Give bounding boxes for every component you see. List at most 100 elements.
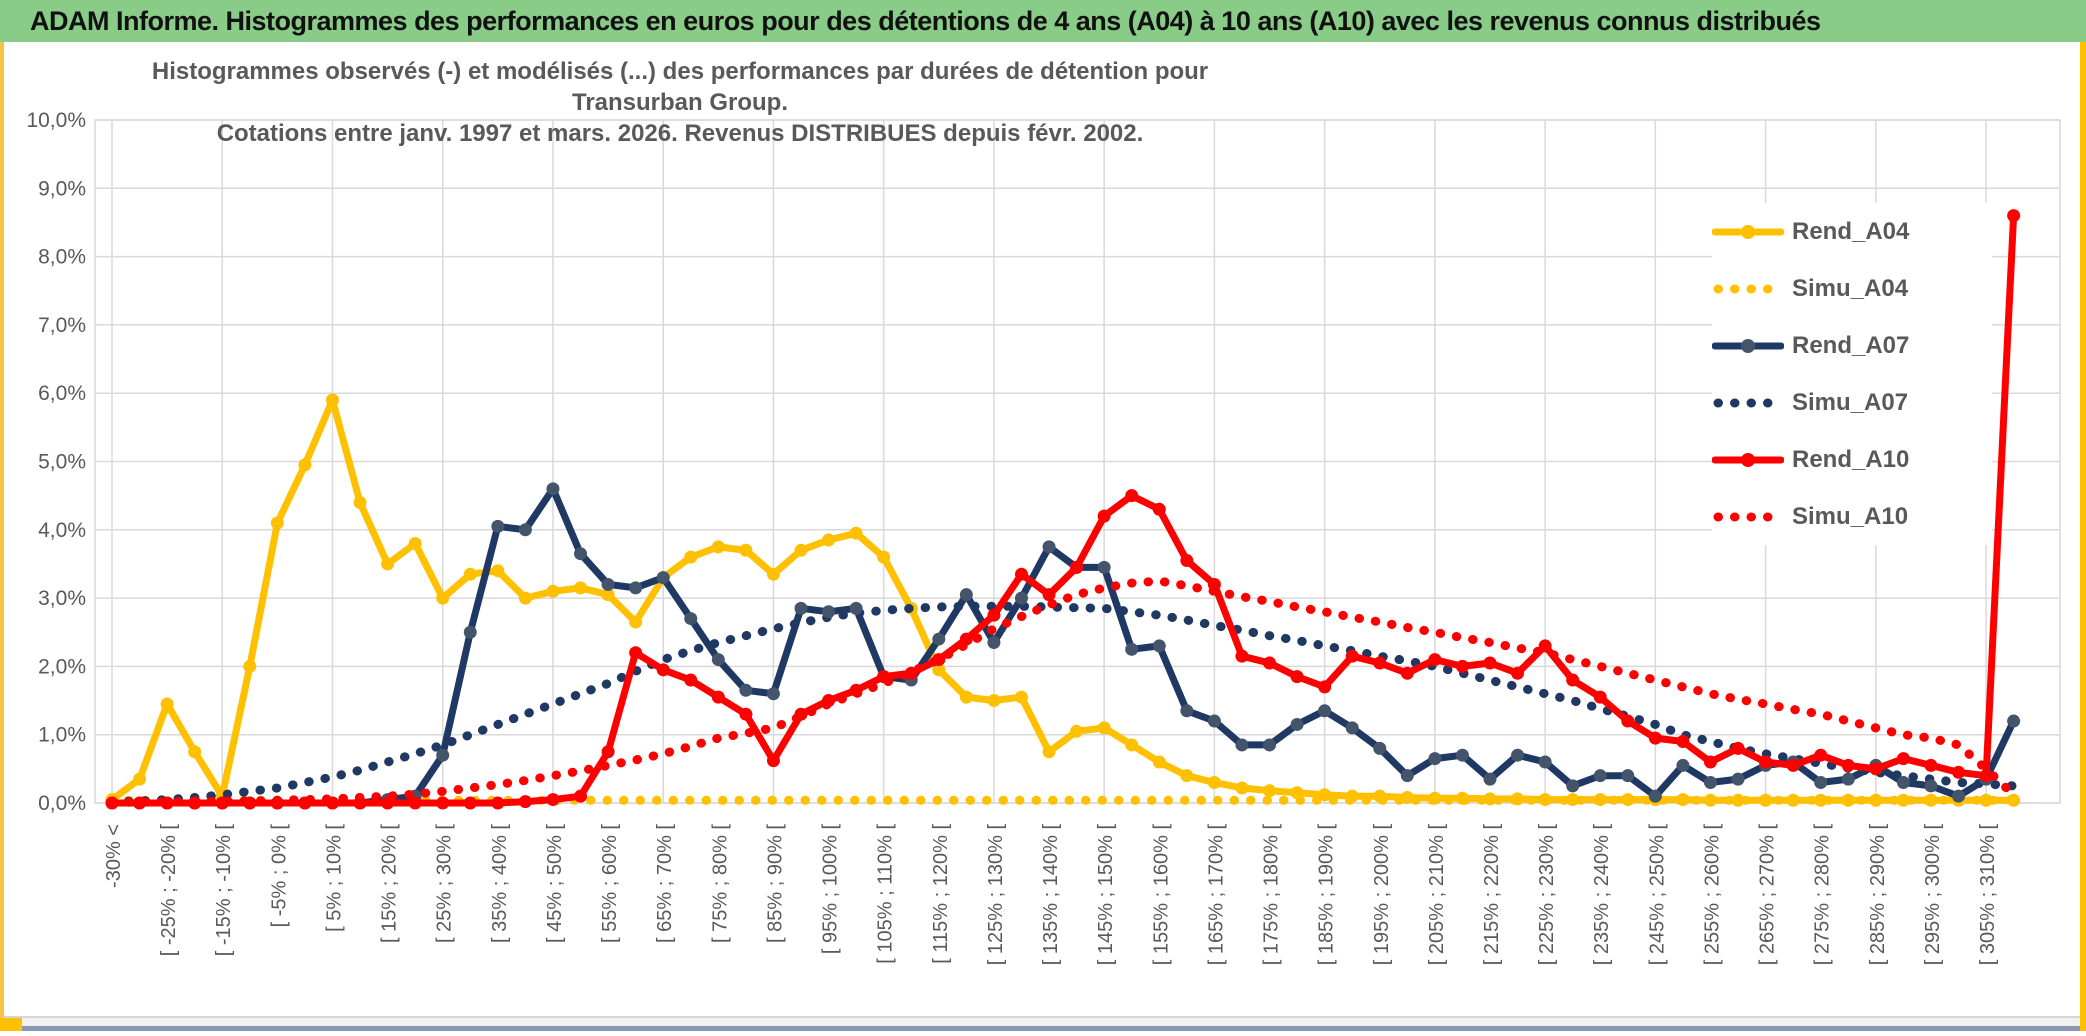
x-tick-label: [ 185% ; 190% [ [1316, 824, 1338, 966]
legend-item-Simu_A10[interactable]: Simu_A10 [1712, 488, 1992, 545]
series-marker-Rend_A10 [1786, 758, 1800, 772]
x-tick-label: [ 195% ; 200% [ [1371, 824, 1393, 966]
legend-item-Rend_A07[interactable]: Rend_A07 [1712, 317, 1992, 374]
x-tick-label: [ 245% ; 250% [ [1646, 824, 1668, 966]
series-marker-Rend_A07 [1318, 704, 1332, 718]
series-marker-Rend_A10 [1538, 639, 1552, 653]
series-marker-Rend_A04 [160, 697, 174, 711]
legend-item-Simu_A04[interactable]: Simu_A04 [1712, 260, 1992, 317]
series-marker-Rend_A10 [2007, 209, 2021, 223]
series-marker-Rend_A10 [1731, 741, 1745, 755]
series-line-Simu_A10 [107, 576, 2019, 807]
x-tick-label: -30% < [103, 824, 125, 888]
y-tick-label: 9,0% [38, 177, 86, 200]
series-marker-Rend_A10 [408, 796, 422, 810]
series-marker-Rend_A10 [1428, 653, 1442, 667]
x-tick-label: [ 235% ; 240% [ [1591, 824, 1613, 966]
series-marker-Rend_A07 [491, 519, 505, 533]
x-tick-label: [ -25% ; -20% [ [158, 824, 180, 957]
series-marker-Rend_A10 [1511, 666, 1525, 680]
legend-item-Simu_A07[interactable]: Simu_A07 [1712, 374, 1992, 431]
window-bottom-edge [0, 1026, 2086, 1031]
series-marker-Rend_A07 [766, 687, 780, 701]
series-marker-Rend_A07 [1428, 752, 1442, 766]
legend-item-Rend_A04[interactable]: Rend_A04 [1712, 203, 1992, 260]
series-marker-Rend_A07 [1400, 769, 1414, 783]
series-marker-Rend_A04 [1786, 793, 1800, 807]
series-marker-Rend_A07 [1814, 776, 1828, 790]
series-marker-Rend_A10 [381, 796, 395, 810]
series-marker-Rend_A07 [1152, 639, 1166, 653]
series-marker-Rend_A10 [1869, 762, 1883, 776]
series-marker-Rend_A04 [270, 516, 284, 530]
series-line-Rend_A10 [108, 212, 2018, 807]
legend-solid-line-icon [1712, 224, 1784, 239]
series-marker-Rend_A04 [188, 745, 202, 759]
series-marker-Rend_A10 [188, 796, 202, 810]
bottom-left-accent [0, 1018, 22, 1031]
series-marker-Rend_A04 [1621, 793, 1635, 807]
series-marker-Rend_A04 [1593, 793, 1607, 807]
series-marker-Rend_A10 [518, 795, 532, 809]
series-marker-Rend_A10 [546, 793, 560, 807]
series-marker-Rend_A10 [1400, 666, 1414, 680]
series-marker-Rend_A10 [1180, 554, 1194, 568]
series-marker-Rend_A07 [1566, 779, 1580, 793]
legend-label: Simu_A10 [1792, 502, 1909, 530]
series-marker-Rend_A04 [381, 557, 395, 571]
series-marker-Rend_A07 [1345, 721, 1359, 735]
series-marker-Rend_A04 [1814, 793, 1828, 807]
x-tick-label: [ 285% ; 290% [ [1867, 824, 1889, 966]
x-tick-label: [ 125% ; 130% [ [985, 824, 1007, 966]
series-marker-Rend_A10 [270, 796, 284, 810]
series-marker-Rend_A10 [243, 796, 257, 810]
x-tick-label: [ 205% ; 210% [ [1426, 824, 1448, 966]
series-marker-Rend_A07 [794, 601, 808, 615]
series-marker-Rend_A04 [298, 458, 312, 472]
legend-label: Simu_A04 [1792, 274, 1909, 302]
legend-dotted-line-icon [1713, 398, 1783, 407]
series-marker-Rend_A10 [711, 690, 725, 704]
series-marker-Rend_A04 [1979, 793, 1993, 807]
series-marker-Rend_A04 [546, 584, 560, 598]
series-marker-Rend_A10 [1979, 769, 1993, 783]
series-marker-Rend_A10 [739, 707, 753, 721]
legend-solid-line-icon [1712, 452, 1784, 467]
series-marker-Rend_A10 [1318, 680, 1332, 694]
series-marker-Rend_A07 [463, 625, 477, 639]
series-marker-Rend_A04 [1896, 793, 1910, 807]
series-marker-Rend_A07 [546, 482, 560, 496]
legend-item-Rend_A10[interactable]: Rend_A10 [1712, 431, 1992, 488]
series-marker-Rend_A07 [1014, 591, 1028, 605]
series-marker-Rend_A07 [1511, 748, 1525, 762]
series-marker-Rend_A04 [1731, 793, 1745, 807]
series-marker-Rend_A07 [684, 612, 698, 626]
right-border-accent [2080, 42, 2086, 1031]
series-marker-Rend_A04 [1180, 769, 1194, 783]
x-tick-label: [ -15% ; -10% [ [213, 824, 235, 957]
series-marker-Rend_A04 [1841, 793, 1855, 807]
series-marker-Rend_A07 [1455, 748, 1469, 762]
series-marker-Rend_A07 [1180, 704, 1194, 718]
series-marker-Rend_A04 [1263, 784, 1277, 798]
series-marker-Rend_A10 [1125, 489, 1139, 503]
series-marker-Rend_A04 [711, 540, 725, 554]
series-marker-Rend_A07 [2007, 714, 2021, 728]
series-marker-Rend_A07 [601, 577, 615, 591]
x-tick-label: [ 295% ; 300% [ [1922, 824, 1944, 966]
series-marker-Rend_A07 [932, 632, 946, 646]
series-marker-Rend_A10 [684, 673, 698, 687]
series-marker-Rend_A04 [1483, 792, 1497, 806]
x-tick-label: [ 45% ; 50% [ [544, 824, 566, 943]
series-marker-Rend_A07 [1703, 776, 1717, 790]
series-marker-Rend_A10 [849, 683, 863, 697]
legend-solid-line-icon [1712, 338, 1784, 353]
series-marker-Rend_A04 [408, 536, 422, 550]
series-marker-Rend_A04 [1042, 745, 1056, 759]
title-bar: ADAM Informe. Histogrammes des performan… [0, 0, 2086, 42]
legend-dotted-line-icon [1713, 512, 1783, 521]
series-marker-Rend_A10 [1070, 560, 1084, 574]
series-marker-Rend_A10 [436, 796, 450, 810]
series-marker-Rend_A10 [932, 653, 946, 667]
